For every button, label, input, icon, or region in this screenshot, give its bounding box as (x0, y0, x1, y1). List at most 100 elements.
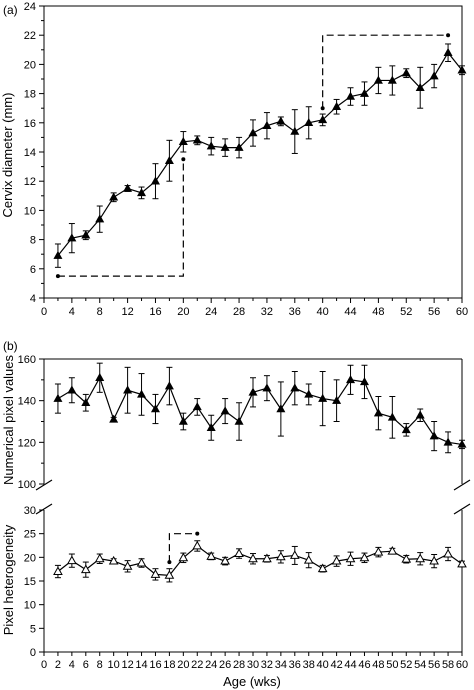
panel-b-lower-y-tick-label: 30 (24, 505, 36, 517)
panel-a-series-point (429, 71, 439, 80)
panel-a-series-point (81, 230, 91, 239)
panel-b-lower-series-point (248, 553, 258, 563)
panel-b-upper-series-point (192, 402, 202, 411)
panel-a-plot-frame (43, 5, 463, 299)
panel-b-lower-series-line (57, 545, 463, 576)
panel-a-series-point (318, 115, 328, 124)
panel-a-x-tick-label: 52 (400, 306, 412, 318)
panel-b-upper-series-point (387, 412, 397, 421)
panel-b-x-tick-label: 56 (428, 659, 440, 671)
panel-b-upper-series-point (137, 389, 147, 398)
panel-b-upper-series-point (443, 437, 453, 446)
panel-b-x-tick-label: 28 (233, 659, 245, 671)
panel-b-upper-series-point (359, 377, 369, 386)
panel-a-dashed-bracket-endpoint (320, 106, 325, 111)
panel-a-x-tick-label: 12 (121, 306, 133, 318)
panel-b-lower-series-point (317, 563, 328, 573)
panel-b-x-tick-label: 50 (386, 659, 398, 671)
panel-b-upper-y-tick-label: 160 (18, 354, 36, 366)
panel-b-lower-series-point (150, 569, 161, 578)
panel-a-series-point (150, 176, 160, 185)
panel-b-x-tick-label: 20 (177, 659, 189, 671)
panel-a-y-axis-title: Cervix diameter (mm) (0, 93, 15, 218)
panel-a-series-point (53, 250, 63, 259)
panel-b-x-tick-label: 48 (372, 659, 384, 671)
panel-a: (a) Cervix diameter (mm) 0 4 8 12 16 20 24 28 32… (0, 1, 468, 318)
panel-a-y-tick-label: 18 (24, 89, 36, 101)
panel-b-x-tick-label: 10 (108, 659, 120, 671)
panel-b-lower-series-point (345, 553, 356, 563)
panel-b-x-tick-label: 52 (400, 659, 412, 671)
panel-b-x-tick-label: 18 (163, 659, 175, 671)
panel-a-dashed-bracket (57, 159, 184, 277)
panel-b-upper-series-point (401, 425, 411, 434)
panel-b-x-tick-label: 24 (205, 659, 217, 671)
panel-b-upper-series-point (346, 375, 356, 384)
panel-b-dashed-bracket-endpoint (195, 531, 200, 536)
panel-b-upper-series-point (248, 387, 258, 396)
panel-b-lower-series-point (234, 548, 244, 557)
axis-break-mark-right (453, 503, 471, 515)
panel-b-lower-series-point (443, 548, 453, 558)
panel-a-y-tick-label: 24 (24, 1, 36, 13)
panel-b: (b) Numerical pixel values Pixel heterog… (1, 339, 471, 689)
panel-b-lower-series-point (94, 553, 105, 563)
panel-a-x-tick-label: 28 (233, 306, 245, 318)
panel-a-label: (a) (3, 3, 18, 17)
panel-a-series-point (304, 117, 314, 127)
panel-a-x-tick-label: 44 (344, 306, 356, 318)
panel-a-y-tick-label: 6 (30, 264, 36, 276)
panel-a-series-point (373, 75, 383, 84)
panel-b-x-tick-label: 12 (121, 659, 133, 671)
panel-a-series-point (220, 142, 230, 151)
panel-b-upper-series-point (164, 381, 174, 390)
panel-a-dashed-bracket-endpoint (55, 274, 60, 279)
panel-b-x-tick-label: 16 (149, 659, 161, 671)
panel-a-y-tick-label: 12 (24, 176, 36, 188)
panel-a-series-point (262, 120, 272, 129)
panel-b-label: (b) (3, 339, 18, 353)
panel-b-x-tick-label: 40 (317, 659, 329, 671)
axis-break-mark-right (453, 479, 471, 491)
panel-b-upper-y-tick-label: 120 (18, 437, 36, 449)
panel-a-x-tick-label: 4 (69, 306, 75, 318)
panel-b-upper-series-point (206, 422, 216, 431)
panel-b-upper-series-point (234, 416, 244, 425)
panel-b-upper-series-point (150, 404, 160, 413)
panel-b-lower-series-point (401, 554, 412, 563)
panel-b-lower-series-point (122, 561, 133, 570)
panel-b-lower-series-point (359, 552, 370, 562)
panel-b-upper-series-point (332, 395, 342, 404)
panel-a-series-point (276, 116, 286, 125)
panel-b-x-tick-label: 38 (303, 659, 315, 671)
panel-b-lower-series-point (276, 551, 286, 561)
panel-b-lower-y-tick-label: 0 (30, 647, 36, 659)
panel-a-series-point (290, 126, 300, 135)
panel-a-series-point (401, 68, 411, 77)
panel-a-y-tick-label: 8 (30, 235, 36, 247)
panel-b-upper-series-point (290, 383, 300, 392)
panel-a-x-tick-label: 16 (149, 306, 161, 318)
panel-b-lower-series-point (164, 570, 175, 579)
panel-b-lower-series-point (136, 557, 147, 567)
panel-b-x-tick-label: 22 (191, 659, 203, 671)
panel-b-upper-series-point (67, 385, 77, 394)
panel-b-x-tick-label: 54 (414, 659, 426, 671)
panel-b-lower-series-point (429, 555, 439, 565)
panel-a-x-tick-label: 40 (317, 306, 329, 318)
panel-b-x-tick-label: 6 (83, 659, 89, 671)
panel-a-series-point (332, 101, 342, 110)
panel-a-series-point (109, 192, 119, 201)
panel-b-dashed-bracket (168, 533, 198, 563)
panel-b-lower-y-tick-label: 5 (30, 623, 36, 635)
panel-a-series-point (95, 214, 105, 223)
panel-b-upper-series-point (304, 389, 314, 398)
panel-a-series-point (178, 136, 188, 146)
panel-b-dashed-bracket-endpoint (167, 560, 172, 565)
panel-b-lower-series-point (262, 553, 272, 563)
panel-b-x-tick-label: 2 (55, 659, 61, 671)
panel-b-upper-y-tick-label: 140 (18, 396, 36, 408)
panel-b-lower-series-point (220, 555, 230, 565)
panel-b-lower-y-tick-label: 10 (24, 600, 36, 612)
panel-a-series-point (67, 233, 77, 242)
